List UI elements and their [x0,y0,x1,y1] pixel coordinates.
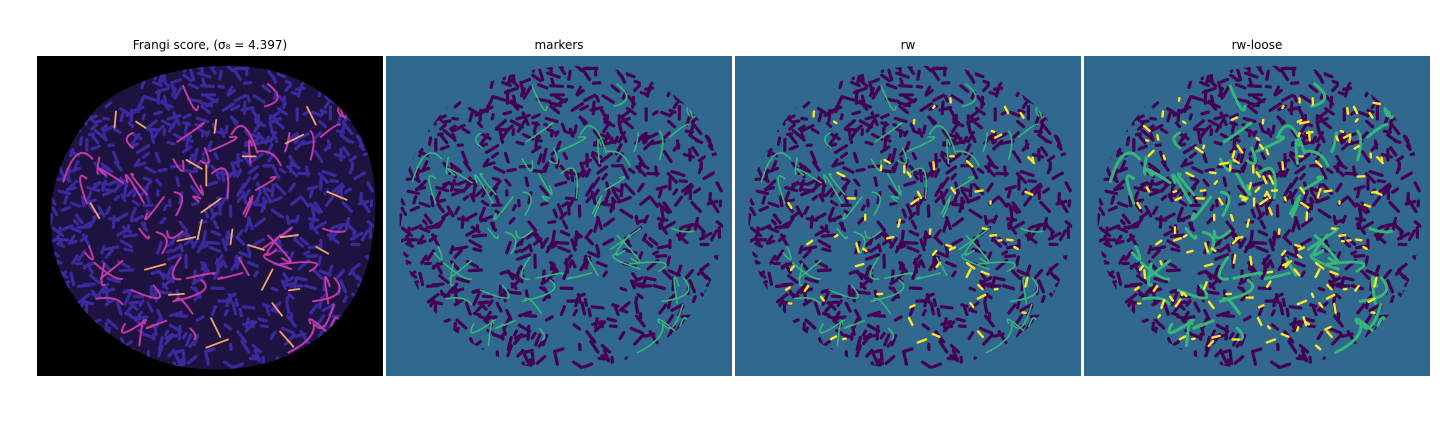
panel-title-markers: markers [534,38,584,52]
segmentation-svg [1084,56,1430,376]
segmentation-svg [37,56,383,376]
segmentation-svg [386,56,732,376]
frangi-score-image [37,56,383,376]
rw-loose-image [1084,56,1430,376]
panel-title-frangi: Frangi score, (σ₈ = 4.397) [132,38,288,52]
panel-title-rw-loose: rw-loose [1231,38,1283,52]
panel-title-rw: rw [900,38,916,52]
rw-image [735,56,1081,376]
markers-image [386,56,732,376]
segmentation-svg [735,56,1081,376]
